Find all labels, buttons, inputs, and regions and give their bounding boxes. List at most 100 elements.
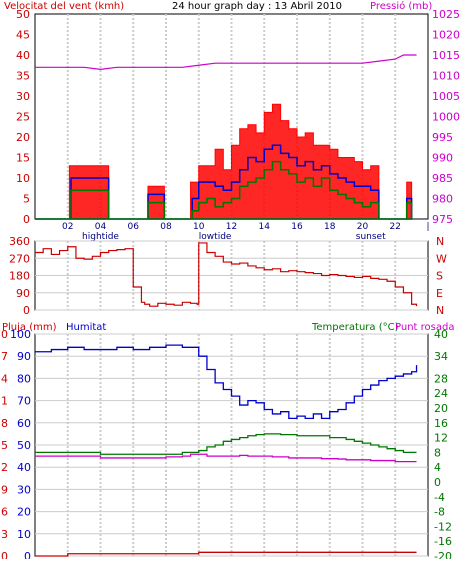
tide-annotation-lowtide: lowtide (199, 232, 232, 242)
pressure-tick-label: 1000 (432, 111, 460, 124)
compass-label: E (436, 287, 443, 300)
wind-tick-label: 15 (16, 152, 30, 165)
wind-series-gust (35, 103, 413, 220)
direction-tick-label: 90 (16, 287, 30, 300)
pressure-tick-label: 985 (432, 172, 453, 185)
pressure-line (35, 54, 417, 70)
pressure-tick-label: 1015 (432, 49, 460, 62)
wind-x-tick-label: 16 (291, 222, 303, 232)
chart-layer: 0510152025303540455097598098599099510001… (0, 8, 460, 563)
wind-tick-label: 0 (23, 213, 30, 226)
rain-tick-label: 24 (0, 372, 8, 385)
wind-x-tick-label: 12 (226, 222, 237, 232)
humidity-tick-label: 40 (17, 461, 31, 474)
pressure-tick-label: 980 (432, 193, 453, 206)
temperature-tick-label: -20 (434, 550, 452, 559)
wind-tick-label: 35 (16, 70, 30, 83)
humidity-tick-label: 0 (24, 550, 31, 559)
temperature-tick-label: -8 (434, 506, 445, 519)
wind-x-tick-label: | (426, 222, 429, 232)
wind-tick-label: 25 (16, 111, 30, 124)
direction-tick-label: 270 (9, 252, 30, 265)
tide-annotation-sunset: sunset (356, 232, 386, 242)
rain-tick-label: 12 (0, 461, 8, 474)
humidity-tick-label: 50 (17, 439, 31, 452)
direction-line (35, 242, 418, 307)
humidity-tick-label: 80 (17, 372, 31, 385)
direction-tick-label: 360 (9, 235, 30, 248)
pressure-tick-label: 1005 (432, 90, 460, 103)
direction-tick-label: 180 (9, 270, 30, 283)
rain-tick-label: 21 (0, 395, 8, 408)
wind-axis-label: Velocitat del vent (kmh) (4, 1, 124, 12)
humidity-tick-label: 60 (17, 417, 31, 430)
wind-series-minimum (35, 160, 413, 220)
temperature-tick-label: -16 (434, 535, 452, 548)
pressure-tick-label: 995 (432, 131, 453, 144)
wind-x-tick-label: 04 (95, 222, 107, 232)
temperature-tick-label: 24 (434, 387, 448, 400)
compass-label: W (436, 252, 447, 265)
rain-axis-label: Pluja (mm) (2, 322, 57, 333)
temperature-tick-label: 28 (434, 372, 448, 385)
wind-x-tick-label: 18 (324, 222, 336, 232)
temperature-tick-label: 8 (434, 446, 441, 459)
wind-x-tick-label: 20 (357, 222, 369, 232)
temperature-tick-label: 0 (434, 476, 441, 489)
rain-tick-label: 6 (1, 506, 8, 519)
compass-label: N (436, 235, 444, 248)
rain-tick-label: 27 (0, 350, 8, 363)
series-humidity (35, 344, 418, 420)
pressure-tick-label: 1020 (432, 29, 460, 42)
temperature-tick-label: 12 (434, 432, 448, 445)
wind-tick-label: 5 (23, 193, 30, 206)
wind-x-tick-label: 22 (390, 222, 401, 232)
wind-tick-label: 10 (16, 172, 30, 185)
temperature-tick-label: 20 (434, 402, 448, 415)
wind-x-tick-label: 06 (128, 222, 140, 232)
tide-annotation-hightide: hightide (82, 232, 119, 242)
rain-tick-label: 18 (0, 417, 8, 430)
wind-tick-label: 40 (16, 49, 30, 62)
temperature-axis-label: Temperatura (°C) (311, 322, 399, 333)
pressure-axis-label: Pressió (mb) (370, 0, 432, 12)
pressure-tick-label: 975 (432, 213, 453, 226)
humidity-tick-label: 70 (17, 395, 31, 408)
rain-tick-label: 0 (1, 550, 8, 559)
series-rain (35, 551, 417, 557)
humidity-tick-label: 90 (17, 350, 31, 363)
humidity-tick-label: 30 (17, 483, 31, 496)
temperature-tick-label: 16 (434, 417, 448, 430)
dewpoint-axis-label: Punt rosada (395, 322, 454, 333)
humidity-tick-label: 10 (17, 528, 31, 541)
rain-tick-label: 3 (1, 528, 8, 541)
humidity-axis-label: Humitat (66, 322, 106, 333)
pressure-tick-label: 990 (432, 152, 453, 165)
wind-tick-label: 20 (16, 131, 30, 144)
rain-tick-label: 15 (0, 439, 8, 452)
rain-tick-label: 30 (0, 328, 8, 341)
wind-series-average (35, 144, 413, 220)
graph-title: 24 hour graph day : 13 Abril 2010 (172, 1, 342, 12)
temperature-tick-label: 4 (434, 461, 441, 474)
wind-x-tick-label: 10 (193, 222, 205, 232)
temperature-tick-label: 34 (434, 350, 448, 363)
wind-tick-label: 45 (16, 29, 30, 42)
temperature-tick-label: 40 (434, 328, 448, 341)
pressure-tick-label: 1025 (432, 8, 460, 21)
series-temperature (35, 433, 417, 455)
wind-x-tick-label: 14 (259, 222, 271, 232)
temperature-tick-label: -12 (434, 520, 452, 533)
wind-tick-label: 50 (16, 8, 30, 21)
direction-tick-label: 0 (23, 304, 30, 317)
series-dewpoint (35, 453, 417, 463)
wind-tick-label: 30 (16, 90, 30, 103)
humidity-tick-label: 20 (17, 506, 31, 519)
compass-label: N (436, 304, 444, 317)
temperature-tick-label: -4 (434, 491, 445, 504)
humidity-tick-label: 100 (10, 328, 31, 341)
rain-tick-label: 9 (1, 483, 8, 496)
compass-label: S (436, 270, 443, 283)
